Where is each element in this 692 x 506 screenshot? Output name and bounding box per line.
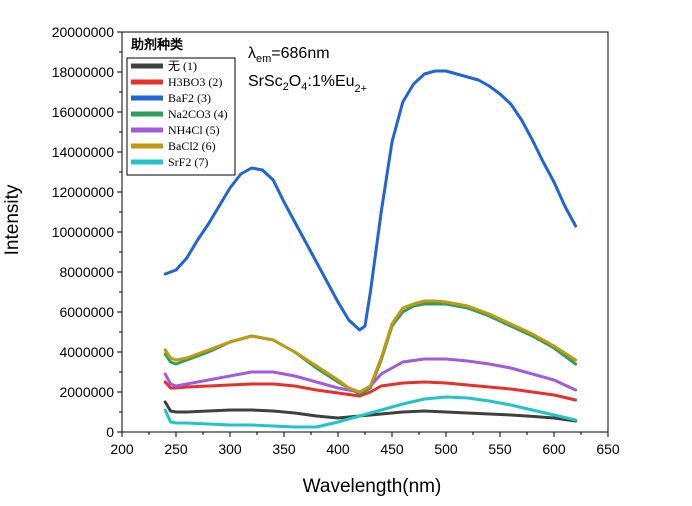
x-tick-label: 450 [380,441,404,457]
series-layer [163,69,578,429]
y-tick-label: 14000000 [52,144,115,160]
annotation-lambda: λem=686nm [248,45,330,65]
annotation: λem=686nm SrSc2O4:1%Eu2+ [248,45,367,95]
x-tick-label: 500 [434,441,458,457]
y-tick-label: 4000000 [59,344,114,360]
plot-area: 200 250 300 350 400 450 500 550 600 650 0 2000000 4… [52,24,620,457]
legend-label: SrF2 (7) [168,155,208,169]
legend-items: 无 (1) H3BO3 (2) BaF2 (3) Na2CO3 (4) NH4Cl (5… [131,59,228,169]
series-line-baf2 [163,69,578,332]
x-tick-label: 300 [218,441,242,457]
series-line-h3bo3 [163,380,578,402]
x-tick-label: 250 [164,441,188,457]
y-axis-ticks: 0 2000000 4000000 6000000 8000000 10000000 120… [52,24,122,440]
y-tick-label: 18000000 [52,64,115,80]
legend-label: Na2CO3 (4) [168,107,228,121]
legend-label: BaF2 (3) [168,91,211,105]
series-line-na2co3 [163,302,578,396]
legend-label: H3BO3 (2) [168,75,222,89]
x-tick-label: 650 [596,441,620,457]
y-tick-label: 20000000 [52,24,115,40]
y-axis-title: Intensity [2,184,23,255]
y-tick-label: 6000000 [59,304,114,320]
x-axis-title: Wavelength(nm) [303,476,442,497]
x-tick-label: 400 [326,441,350,457]
annotation-formula: SrSc2O4:1%Eu2+ [248,73,367,95]
legend-label: NH4Cl (5) [168,123,220,137]
series-line-无 [163,400,578,423]
legend-title: 助剂种类 [131,37,184,53]
y-tick-label: 0 [106,424,114,440]
x-tick-label: 550 [488,441,512,457]
series-line-bacl2 [163,299,578,394]
x-tick-label: 200 [110,441,134,457]
y-tick-label: 2000000 [59,384,114,400]
y-tick-label: 12000000 [52,184,115,200]
legend-label: 无 (1) [168,59,197,73]
legend: 助剂种类 无 (1) H3BO3 (2) BaF2 (3) Na2CO3 (4) NH4… [126,37,236,176]
series-line-srf2 [163,395,578,429]
y-tick-label: 16000000 [52,104,115,120]
x-tick-label: 350 [272,441,296,457]
x-axis-ticks: 200 250 300 350 400 450 500 550 600 650 [110,432,620,457]
x-tick-label: 600 [542,441,566,457]
y-tick-label: 10000000 [52,224,115,240]
legend-label: BaCl2 (6) [168,139,216,153]
y-tick-label: 8000000 [59,264,114,280]
